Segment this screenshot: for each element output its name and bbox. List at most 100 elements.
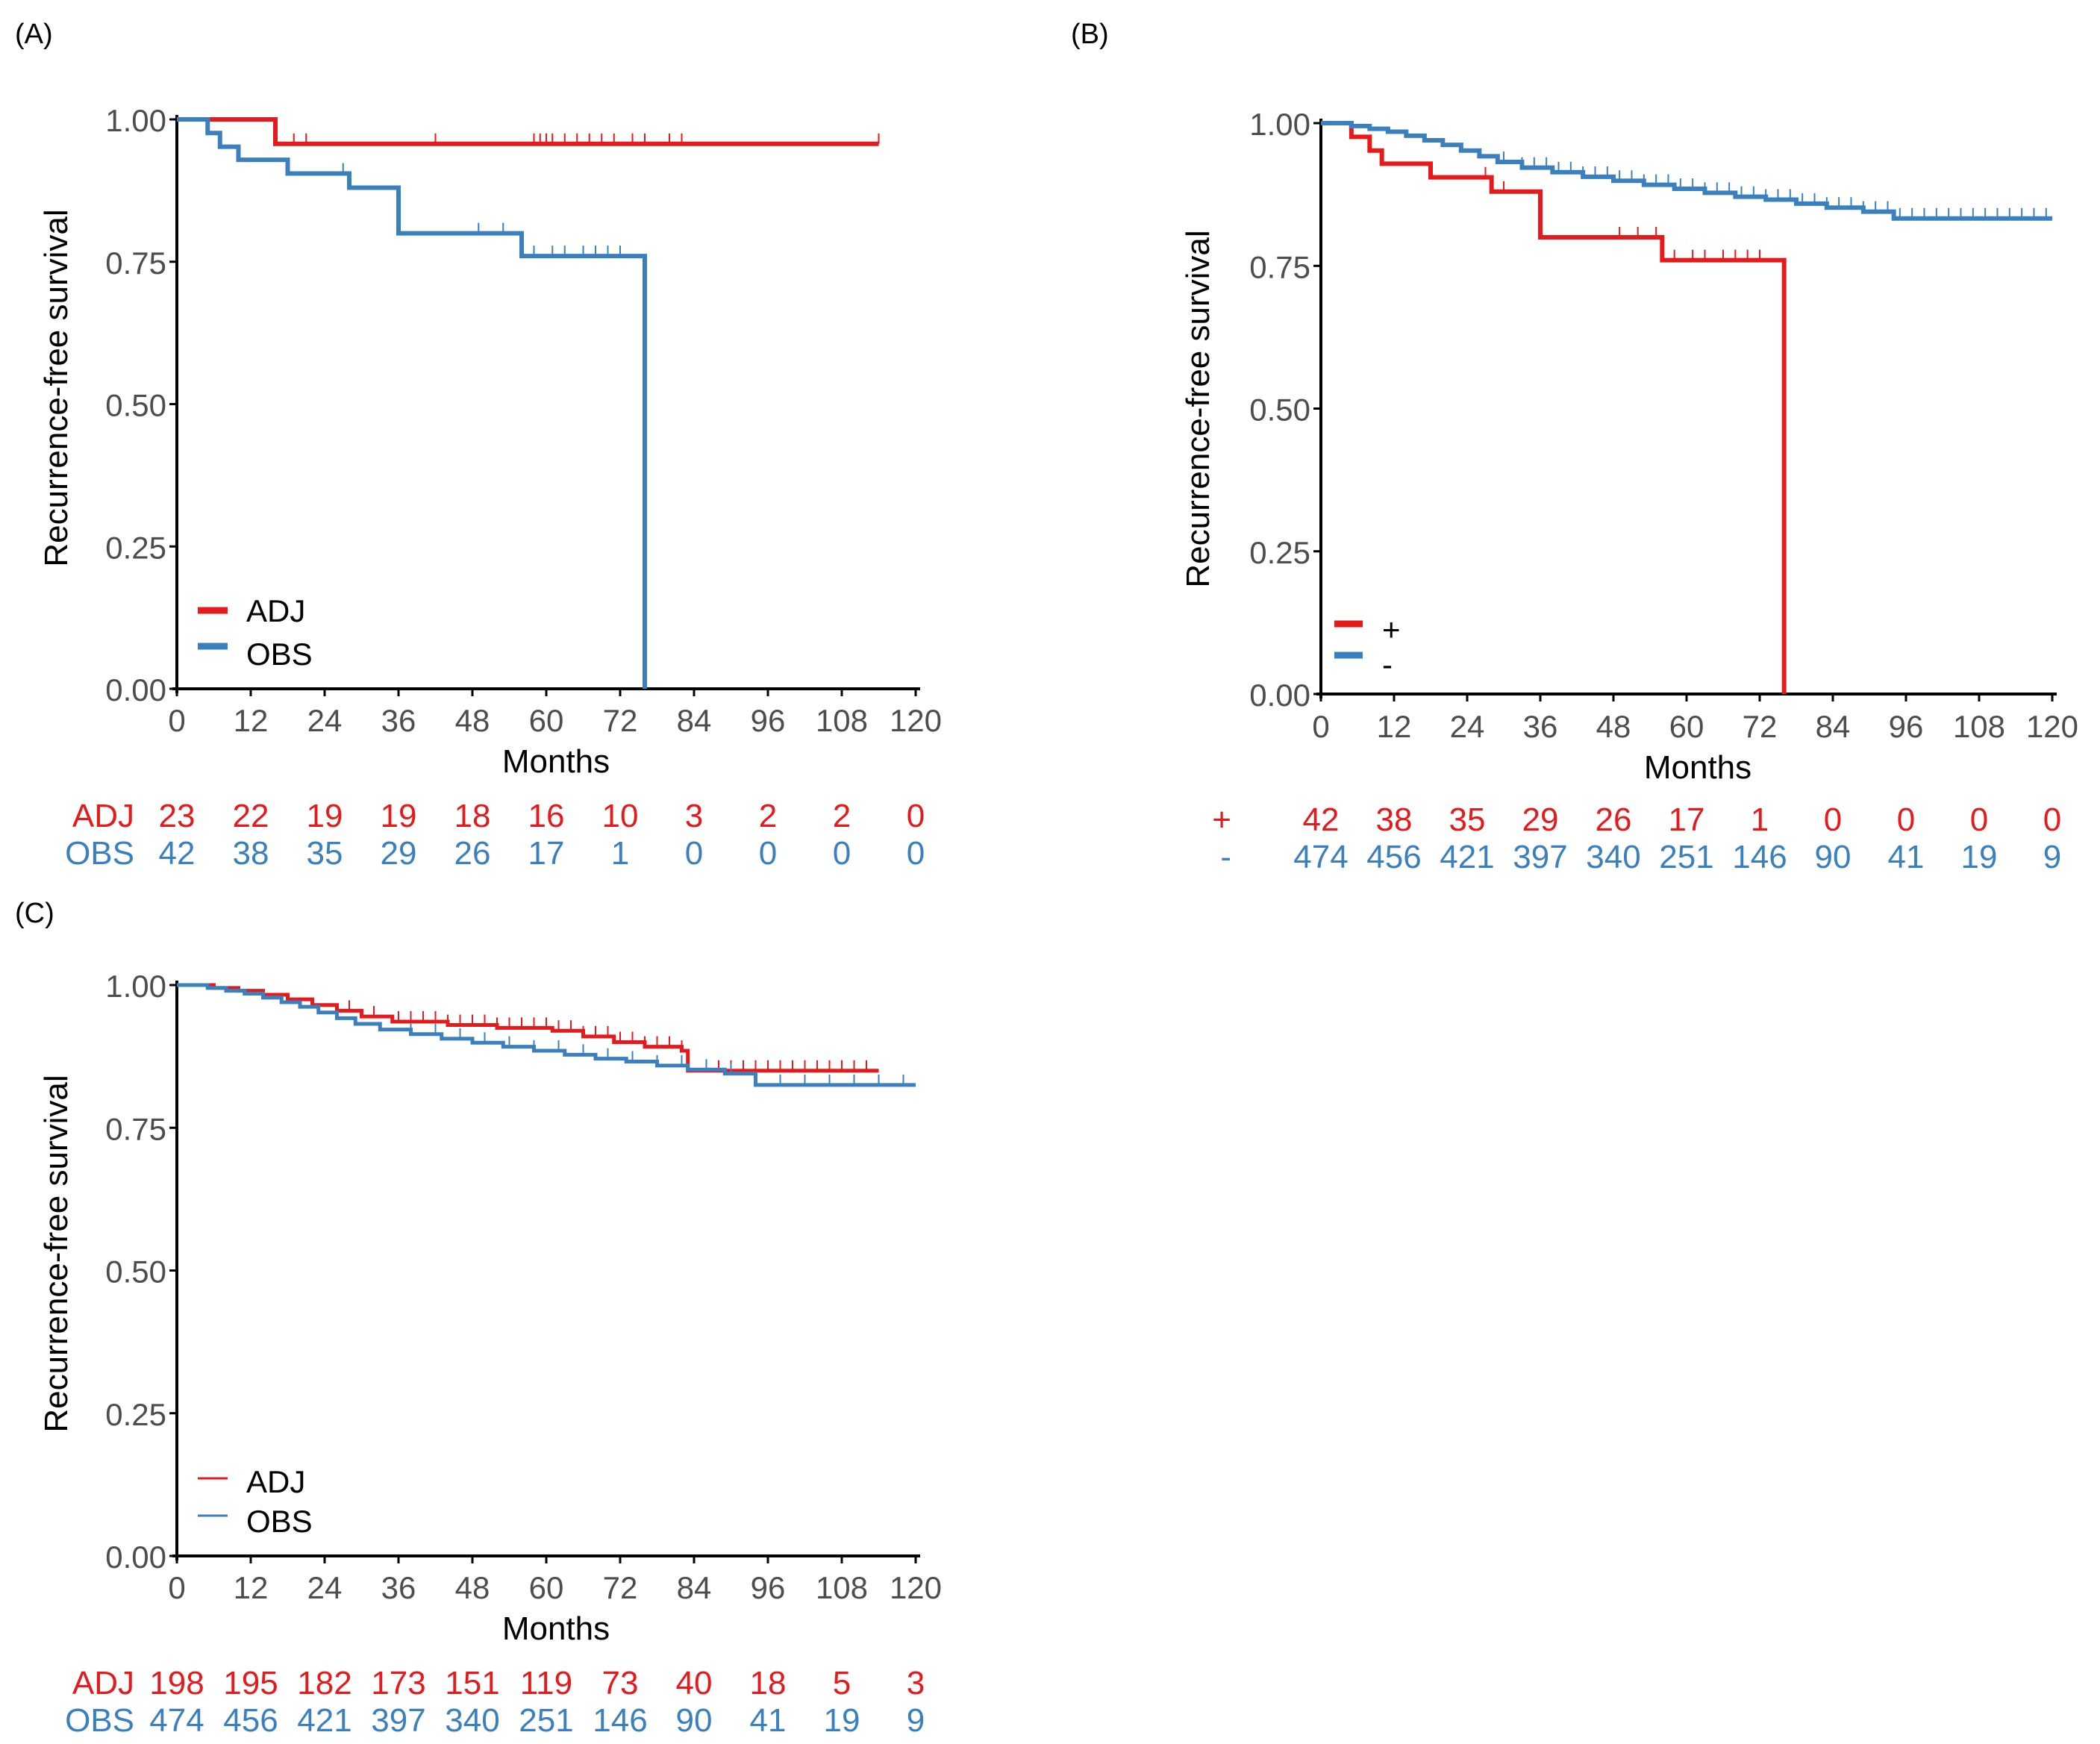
y-tick-label: 0.00: [105, 1540, 166, 1575]
y-tick-label: 0.50: [1249, 393, 1310, 428]
y-tick-label: 0.75: [105, 1111, 166, 1146]
x-tick-label: 0: [168, 1570, 185, 1605]
risk-count: 35: [1449, 801, 1486, 838]
legend-label-adj: ADJ: [246, 1464, 305, 1499]
x-tick-label: 72: [603, 703, 638, 738]
risk-count: 19: [307, 798, 343, 834]
km-curve-plus: [1321, 121, 1787, 694]
risk-count: 0: [2043, 801, 2061, 838]
x-tick-label: 108: [1953, 709, 2005, 744]
risk-count: 38: [233, 835, 269, 872]
panel-c-x-axis-title: Months: [502, 1610, 610, 1647]
y-tick-label: 0.75: [105, 246, 166, 281]
panel-a-y-axis-title: Recurrence-free survival: [38, 209, 75, 566]
risk-count: 38: [1376, 801, 1413, 838]
panel-b-label: (B): [1071, 19, 1109, 50]
x-tick-label: 84: [677, 1570, 712, 1605]
risk-count: 0: [1897, 801, 1915, 838]
risk-count: 5: [833, 1665, 851, 1701]
panel-b-legend: + -: [1334, 612, 1401, 682]
x-tick-label: 24: [307, 1570, 343, 1605]
risk-count: 23: [159, 798, 196, 834]
panel-c-y-axis-title: Recurrence-free survival: [38, 1075, 75, 1432]
risk-count: 251: [519, 1702, 573, 1739]
x-tick-label: 0: [168, 703, 185, 738]
risk-count: 146: [1732, 839, 1787, 875]
risk-count: 0: [759, 835, 777, 872]
y-tick-label: 0.50: [105, 388, 166, 423]
x-tick-label: 12: [234, 1570, 269, 1605]
panel-a: (A) 0.000.250.500.751.000 12 24 36 48 60 72 84 9…: [15, 19, 942, 872]
risk-count: 29: [1522, 801, 1559, 838]
panel-b-y-axis-title: Recurrence-free survival: [1180, 230, 1216, 587]
risk-count: 18: [454, 798, 491, 834]
x-tick-label: 96: [751, 703, 786, 738]
x-tick-label: 24: [1450, 709, 1485, 744]
panel-c-risk-table: ADJ 198 195 182 173 151 119 73 40 18 5 3 OBS 474 456 42…: [65, 1665, 925, 1739]
risk-count: 340: [1586, 839, 1640, 875]
panel-a-label: (A): [15, 19, 53, 50]
risk-count: 340: [445, 1702, 499, 1739]
panel-a-x-axis-title: Months: [502, 743, 610, 780]
risk-count: 0: [685, 835, 703, 872]
risk-row-label: OBS: [65, 835, 134, 872]
x-tick-label: 108: [816, 1570, 868, 1605]
x-tick-label: 72: [603, 1570, 638, 1605]
panel-b-x-axis-title: Months: [1644, 749, 1751, 786]
x-tick-label: 60: [529, 703, 564, 738]
risk-count: 35: [307, 835, 343, 872]
x-tick-label: 60: [529, 1570, 564, 1605]
risk-count: 3: [907, 1665, 925, 1701]
panel-a-plot: 0.00 0.25 0.50 0.75 1.00 0 12 24 36 48 60 72 84 96 108…: [105, 103, 942, 738]
risk-row-label: +: [1212, 801, 1231, 838]
risk-count: 42: [159, 835, 196, 872]
x-tick-label: 36: [381, 703, 416, 738]
risk-count: 0: [1824, 801, 1842, 838]
y-tick-label: 0.25: [105, 530, 166, 565]
risk-count: 456: [1366, 839, 1421, 875]
x-tick-label: 84: [1816, 709, 1851, 744]
x-tick-label: 0: [1312, 709, 1329, 744]
risk-count: 3: [685, 798, 703, 834]
risk-count: 0: [833, 835, 851, 872]
x-tick-label: 96: [1889, 709, 1924, 744]
risk-row-label: OBS: [65, 1702, 134, 1739]
risk-row-label: -: [1220, 839, 1231, 875]
risk-count: 0: [907, 798, 925, 834]
x-tick-label: 48: [1596, 709, 1631, 744]
risk-count: 182: [297, 1665, 351, 1701]
panel-c-label: (C): [15, 898, 54, 929]
risk-count: 17: [528, 835, 565, 872]
x-tick-label: 72: [1743, 709, 1778, 744]
km-curve-minus: [1321, 121, 2052, 221]
risk-count: 18: [750, 1665, 787, 1701]
x-tick-label: 12: [1377, 709, 1412, 744]
x-tick-label: 48: [455, 703, 490, 738]
panel-c-legend: ADJ OBS: [198, 1464, 313, 1539]
risk-count: 19: [381, 798, 417, 834]
risk-count: 9: [907, 1702, 925, 1739]
panel-b-plot: 0.00 0.25 0.50 0.75 1.00 0 12 24 36 48 60 72 84 96 108…: [1249, 107, 2078, 744]
legend-label-obs: OBS: [246, 637, 313, 672]
km-curve-obs: [177, 117, 647, 689]
y-tick-label: 0.25: [1249, 535, 1310, 570]
risk-count: 29: [381, 835, 417, 872]
risk-count: 474: [149, 1702, 204, 1739]
x-tick-label: 60: [1669, 709, 1704, 744]
risk-count: 16: [528, 798, 565, 834]
x-tick-label: 120: [2026, 709, 2078, 744]
y-tick-label: 1.00: [105, 103, 166, 138]
x-tick-label: 24: [307, 703, 343, 738]
legend-label-obs: OBS: [246, 1504, 313, 1539]
risk-count: 90: [676, 1702, 713, 1739]
risk-count: 90: [1815, 839, 1851, 875]
risk-count: 40: [676, 1665, 713, 1701]
risk-count: 173: [371, 1665, 425, 1701]
risk-row-label: ADJ: [72, 1665, 134, 1701]
risk-count: 26: [454, 835, 491, 872]
y-tick-label: 1.00: [105, 969, 166, 1004]
x-tick-label: 36: [381, 1570, 416, 1605]
risk-count: 251: [1659, 839, 1713, 875]
